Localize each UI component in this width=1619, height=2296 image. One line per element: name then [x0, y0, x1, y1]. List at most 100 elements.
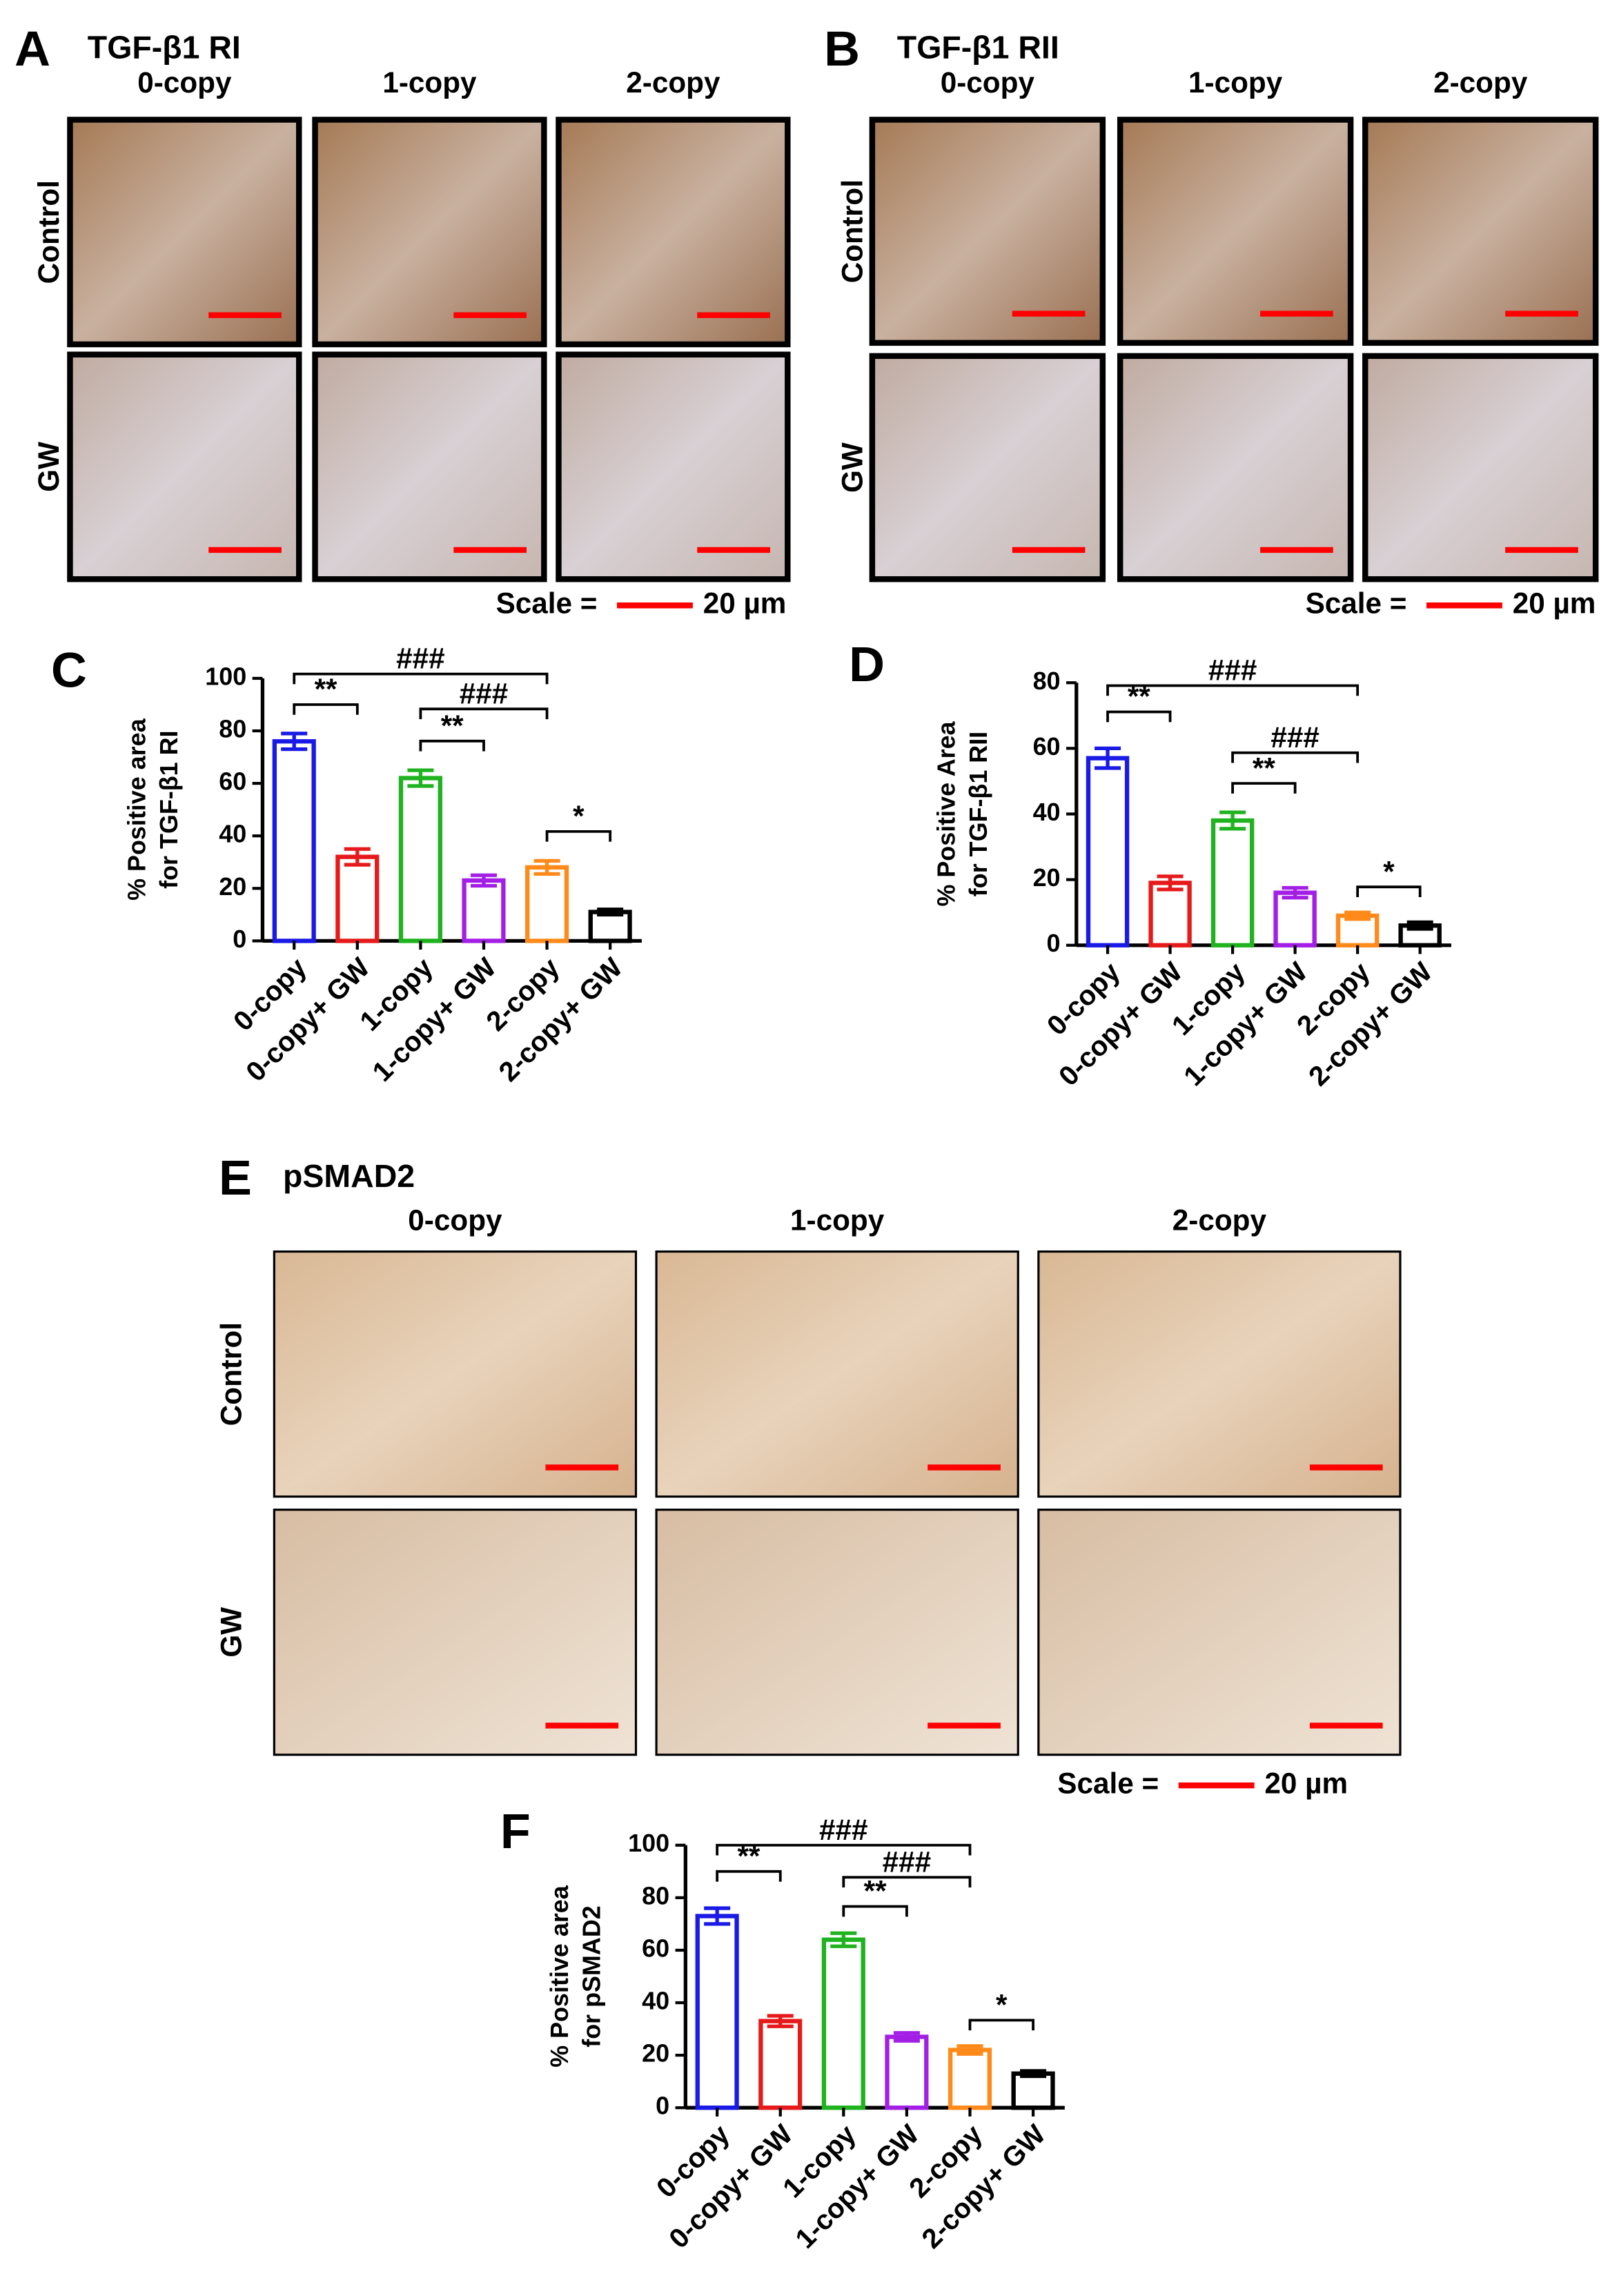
micrograph [1037, 1509, 1402, 1756]
panel-title: pSMAD2 [283, 1158, 415, 1194]
column-header: 2-copy [1433, 66, 1528, 99]
row-label: Control [215, 1322, 247, 1426]
significance-bracket [1106, 684, 1360, 696]
bar [1086, 756, 1130, 948]
bar [758, 2019, 803, 2110]
bar [525, 865, 569, 943]
scale-label: Scale = [1306, 587, 1407, 619]
significance-bracket [716, 1843, 972, 1856]
micrograph [1362, 353, 1599, 582]
y-tick-label: 100 [628, 1829, 669, 1857]
column-header: 0-copy [408, 1204, 502, 1236]
bar [1273, 890, 1317, 948]
y-axis-label: % Positive area [122, 718, 150, 900]
micrograph [869, 353, 1106, 582]
significance-bracket [968, 2019, 1034, 2031]
scale-label: Scale = [496, 587, 598, 619]
panel-label: E [219, 1150, 252, 1206]
column-header: 2-copy [626, 66, 720, 99]
micrograph [556, 117, 791, 348]
significance-bracket [419, 707, 549, 720]
micrograph [1117, 117, 1354, 346]
bar [885, 2034, 929, 2110]
bar [948, 2048, 992, 2110]
column-header: 1-copy [382, 66, 477, 99]
significance-label: ** [1128, 680, 1150, 713]
bar [398, 776, 442, 943]
micrograph [869, 117, 1106, 346]
significance-label: ** [441, 709, 464, 742]
y-tick-label: 80 [219, 715, 246, 743]
panel-label: A [14, 21, 50, 77]
micrograph [655, 1250, 1019, 1498]
y-tick-label: 20 [219, 872, 246, 901]
bar [462, 878, 506, 943]
micrograph [1117, 353, 1354, 582]
y-axis-label: for pSMAD2 [578, 1905, 606, 2047]
micrograph [273, 1509, 638, 1756]
y-tick-label: 80 [1033, 667, 1061, 695]
y-axis-label: for TGF-β1 RI [155, 730, 183, 888]
significance-bracket [1356, 885, 1422, 897]
micrograph [1362, 117, 1599, 346]
significance-label: ### [460, 677, 509, 709]
significance-bracket [842, 1905, 908, 1917]
y-tick-label: 100 [205, 662, 246, 690]
row-label: GW [836, 442, 869, 493]
micrograph [273, 1250, 638, 1498]
panel-label: D [849, 637, 885, 692]
panel-title: TGF-β1 RI [88, 29, 241, 65]
micrograph [1037, 1250, 1402, 1498]
bar [1011, 2071, 1055, 2110]
micrograph [67, 351, 302, 582]
significance-bracket [842, 1876, 972, 1888]
bar [821, 1937, 865, 2110]
scale-value: 20 µm [1513, 587, 1596, 619]
significance-bracket [1106, 710, 1172, 723]
micrograph [655, 1509, 1019, 1756]
significance-label: * [1383, 855, 1395, 887]
column-header: 2-copy [1172, 1204, 1267, 1236]
significance-bracket [545, 830, 612, 842]
significance-bracket [419, 739, 485, 752]
y-tick-label: 20 [1033, 863, 1061, 892]
row-label: Control [32, 180, 65, 284]
bar [1210, 818, 1255, 948]
significance-label: ### [883, 1845, 932, 1878]
column-header: 1-copy [790, 1204, 885, 1236]
scale-value: 20 µm [1264, 1767, 1348, 1799]
y-tick-label: 60 [642, 1934, 669, 1962]
y-axis-label: % Positive area [545, 1885, 573, 2067]
significance-label: ** [315, 673, 337, 705]
y-tick-label: 60 [1033, 732, 1061, 761]
significance-bracket [1231, 782, 1297, 794]
column-header: 1-copy [1188, 66, 1283, 99]
y-tick-label: 0 [656, 2092, 669, 2120]
y-tick-label: 0 [1047, 929, 1061, 957]
significance-label: ### [396, 642, 445, 675]
significance-label: ** [1253, 752, 1275, 784]
row-label: GW [215, 1607, 247, 1658]
panel-label: F [500, 1804, 531, 1859]
significance-label: ### [1270, 721, 1319, 754]
y-tick-label: 20 [642, 2039, 669, 2068]
y-tick-label: 40 [642, 1987, 669, 2015]
y-axis-label: % Positive Area [932, 720, 960, 906]
micrograph [312, 351, 547, 582]
y-tick-label: 80 [642, 1881, 669, 1910]
bar [695, 1914, 739, 2110]
significance-bracket [293, 703, 359, 715]
panel-title: TGF-β1 RII [897, 29, 1059, 65]
scale-label: Scale = [1057, 1767, 1159, 1799]
y-tick-label: 60 [219, 767, 246, 796]
significance-label: ### [819, 1814, 868, 1846]
column-header: 0-copy [941, 66, 1035, 99]
scale-value: 20 µm [703, 587, 787, 619]
significance-label: ### [1208, 654, 1257, 687]
panel-label: C [51, 643, 87, 698]
micrograph [67, 117, 302, 348]
panel-label: B [824, 21, 860, 77]
significance-label: ** [864, 1875, 887, 1907]
y-tick-label: 40 [1033, 798, 1061, 826]
